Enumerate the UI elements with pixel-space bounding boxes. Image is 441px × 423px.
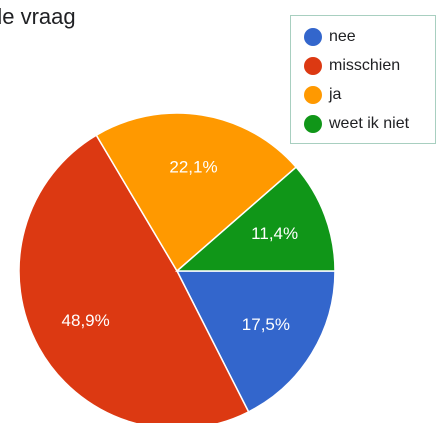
pie-slice bbox=[174, 166, 336, 272]
slice-label: 22,1% bbox=[169, 158, 217, 177]
slice-label: 48,9% bbox=[62, 311, 110, 330]
slice-label: 17,5% bbox=[242, 315, 290, 334]
legend-swatch bbox=[304, 86, 322, 104]
pie-slice bbox=[95, 112, 298, 273]
legend-swatch bbox=[304, 57, 322, 75]
legend-swatch bbox=[304, 28, 322, 46]
legend-swatch bbox=[304, 115, 322, 133]
slice-label: 11,4% bbox=[251, 224, 298, 243]
legend-label: ja bbox=[328, 86, 342, 103]
legend-label: nee bbox=[329, 28, 356, 45]
legend-label: weet ik niet bbox=[328, 115, 410, 132]
pie-slice bbox=[18, 134, 250, 423]
pie-slice bbox=[175, 270, 336, 413]
chart-title: de vraag bbox=[0, 4, 76, 29]
legend-label: misschien bbox=[329, 57, 400, 74]
